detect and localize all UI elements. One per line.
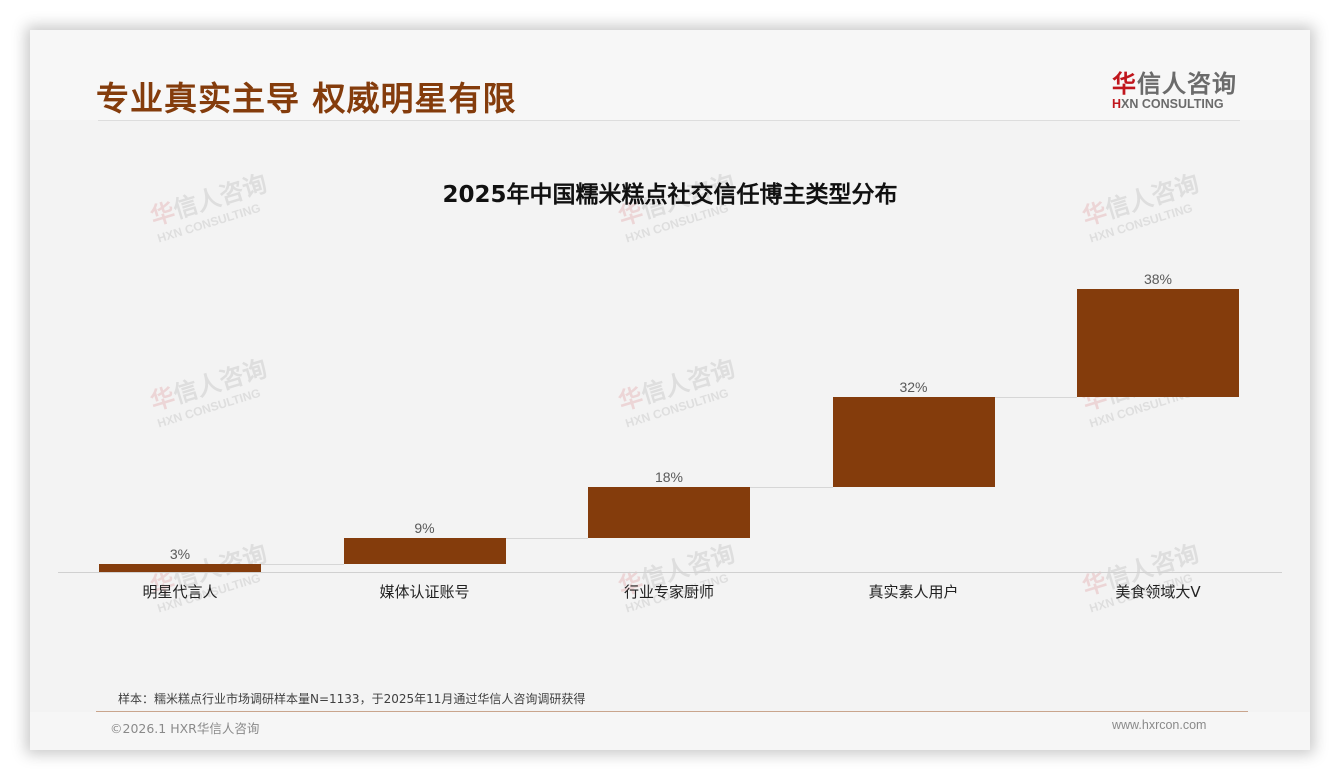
connector-line	[505, 538, 588, 540]
footer-divider	[96, 711, 1248, 712]
logo-en-accent: H	[1112, 97, 1122, 111]
bar-1	[99, 563, 261, 572]
bar-2	[343, 538, 506, 564]
bar-4	[832, 396, 995, 488]
value-label: 18%	[654, 469, 684, 486]
logo-cn-rest: 信人咨询	[1137, 70, 1237, 98]
website-link: www.hxrcon.com	[1112, 718, 1207, 732]
copyright-text: ©2026.1 HXR华信人咨询	[110, 721, 260, 736]
connector-line	[261, 563, 344, 565]
value-label: 3%	[169, 545, 191, 562]
x-axis-line	[58, 572, 1282, 573]
footer-band	[30, 712, 1310, 750]
header-band	[30, 30, 1310, 120]
chart-title: 2025年中国糯米糕点社交信任博主类型分布	[442, 182, 898, 208]
value-label: 32%	[899, 378, 928, 395]
header-divider	[98, 120, 1240, 121]
category-label: 行业专家厨师	[623, 583, 714, 601]
value-label: 9%	[414, 520, 435, 537]
company-logo: 华信人咨询 HXN CONSULTING	[1112, 64, 1242, 111]
bar-3	[588, 487, 750, 539]
logo-en: HXN CONSULTING	[1112, 97, 1242, 111]
connector-line	[994, 396, 1077, 398]
category-label: 明星代言人	[142, 583, 218, 601]
logo-cn-accent: 华	[1112, 70, 1137, 98]
value-label: 38%	[1143, 271, 1173, 287]
slide: 专业真实主导 权威明星有限 华信人咨询 HXN CONSULTING 华信人咨询…	[30, 30, 1310, 750]
bar-5	[1077, 289, 1239, 397]
logo-en-rest: XN CONSULTING	[1121, 97, 1224, 111]
category-label: 真实素人用户	[868, 583, 959, 601]
page-title: 专业真实主导 权威明星有限	[96, 79, 517, 118]
category-label: 媒体认证账号	[379, 583, 470, 601]
logo-cn: 华信人咨询	[1112, 64, 1242, 99]
sample-note: 样本：糯米糕点行业市场调研样本量N=1133，于2025年11月通过华信人咨询调…	[118, 692, 586, 706]
category-label: 美食领域大V	[1115, 583, 1201, 601]
connector-line	[750, 487, 833, 489]
